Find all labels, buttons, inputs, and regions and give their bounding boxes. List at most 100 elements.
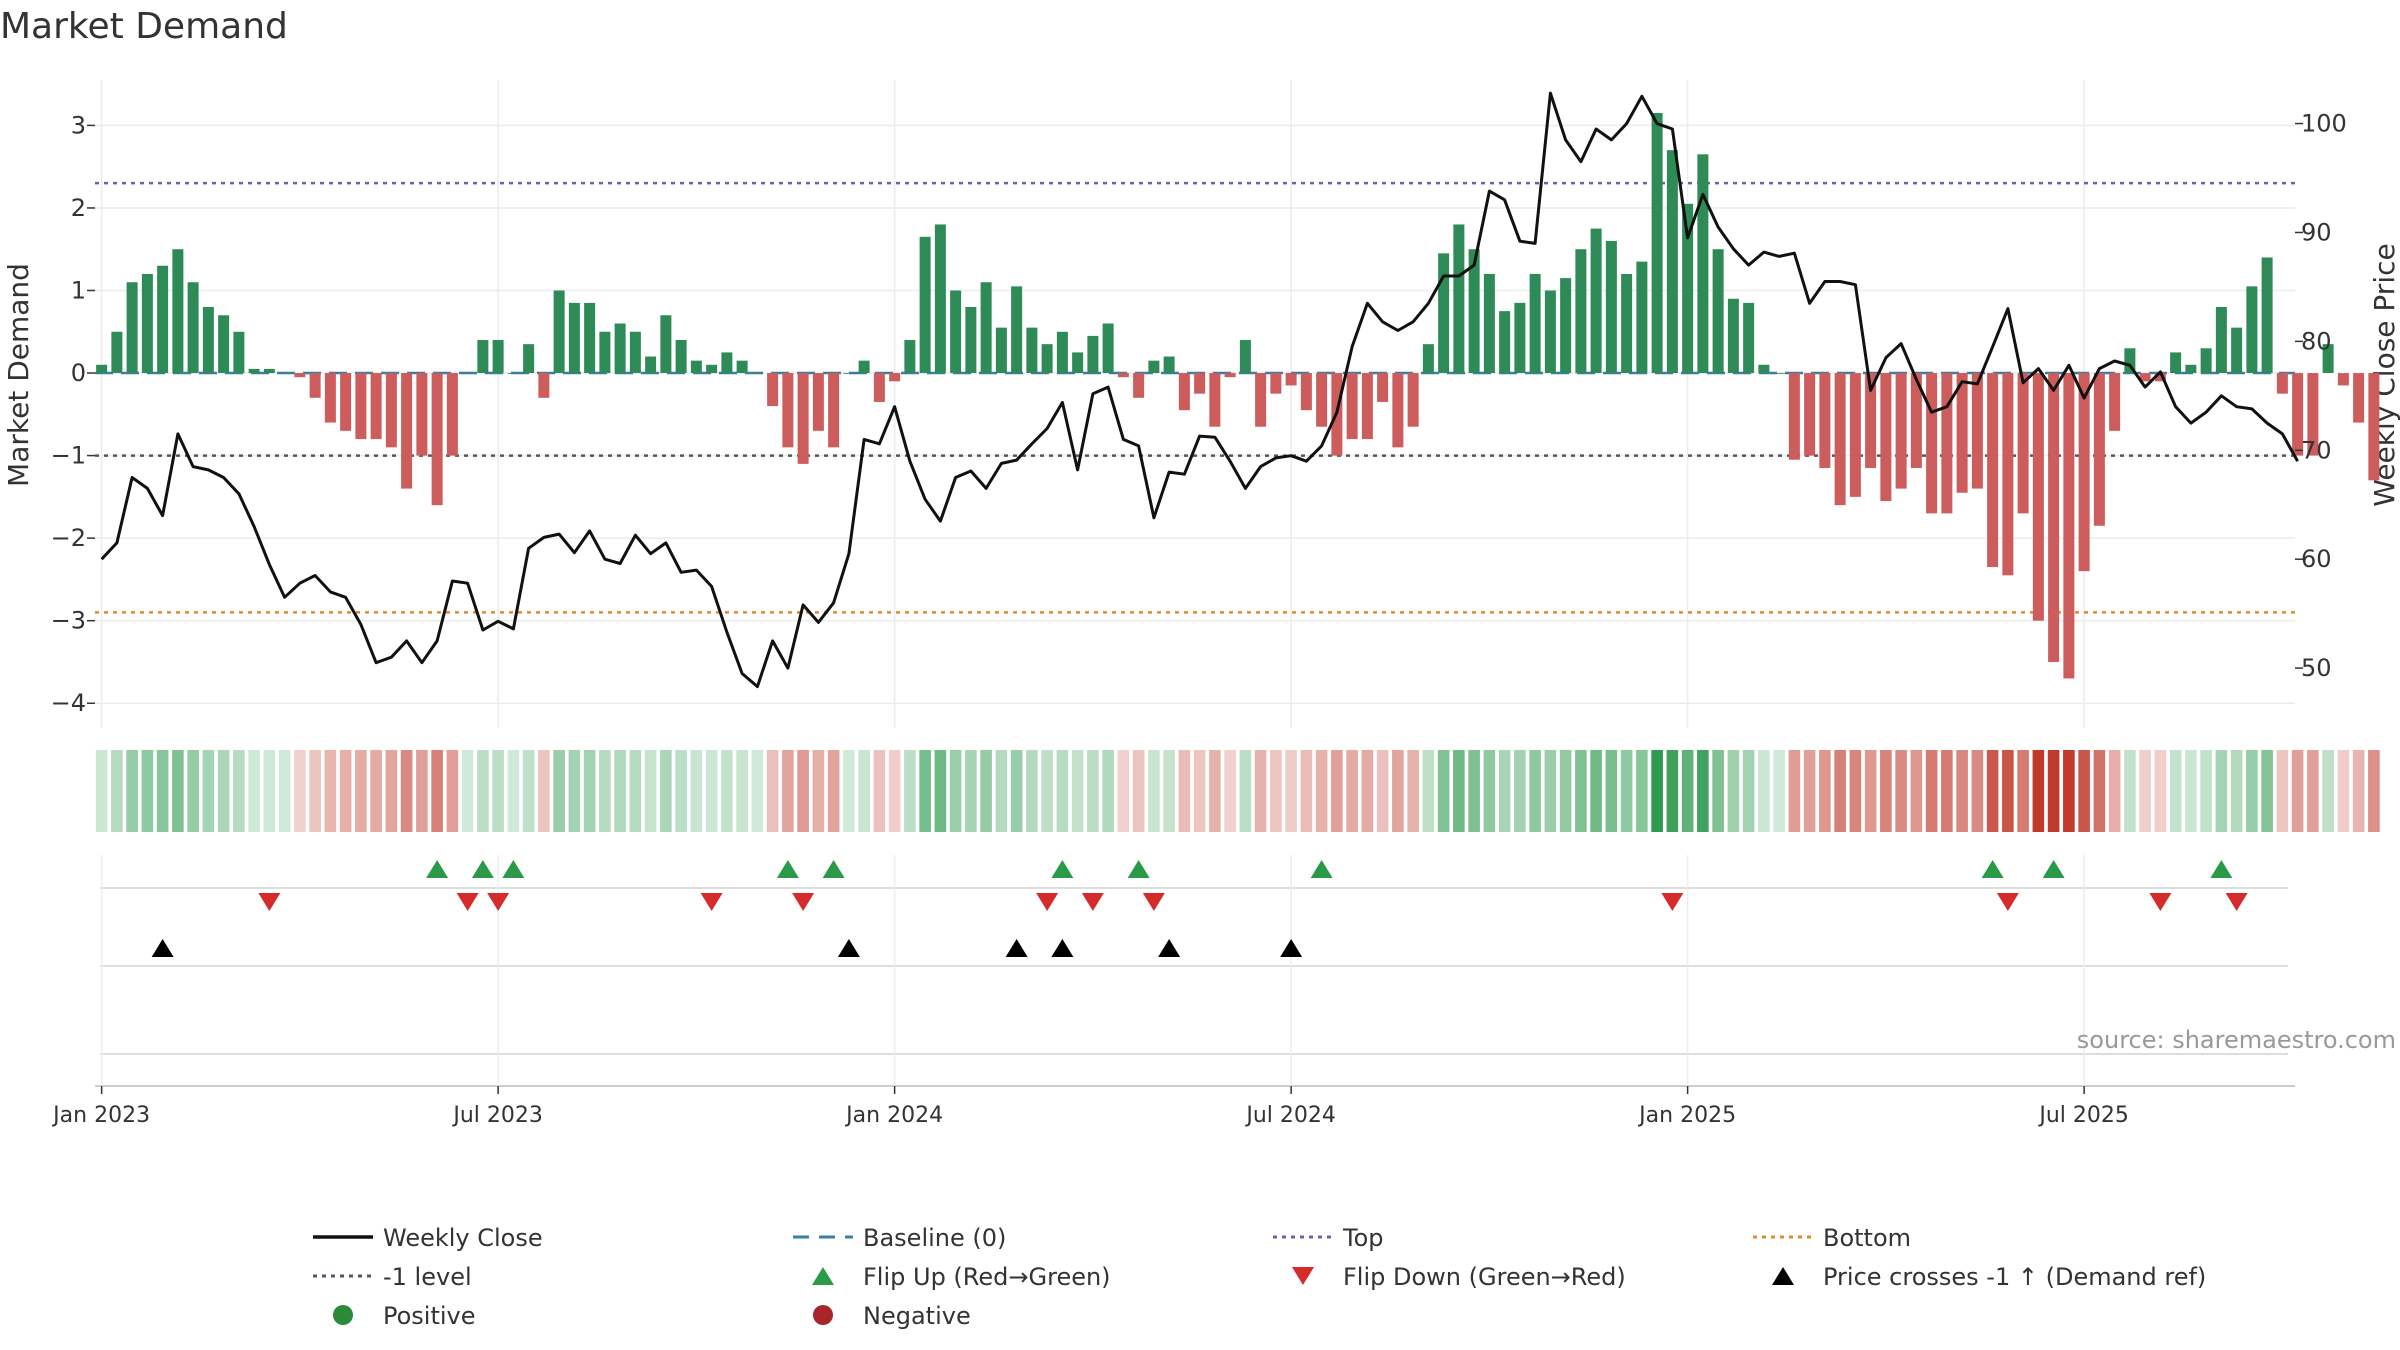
heat-cell-113 bbox=[1803, 750, 1816, 832]
heat-cell-79 bbox=[1285, 750, 1297, 832]
demand-bar-52 bbox=[873, 373, 885, 402]
heat-cell-18 bbox=[355, 750, 367, 832]
heat-cell-4 bbox=[141, 750, 154, 832]
legend-item-0: Weekly Close bbox=[313, 1224, 543, 1252]
heat-cell-111 bbox=[1773, 750, 1785, 832]
heat-cell-82 bbox=[1331, 750, 1343, 832]
heat-cell-92 bbox=[1483, 750, 1496, 832]
demand-bar-63 bbox=[1041, 344, 1053, 374]
cross-marker-3 bbox=[1051, 939, 1074, 957]
heat-cell-148 bbox=[2337, 750, 2350, 832]
demand-bar-114 bbox=[1819, 373, 1831, 468]
cross-marker-0 bbox=[151, 939, 174, 957]
demand-bar-137 bbox=[2170, 352, 2182, 374]
source-label: source: sharemaestro.com bbox=[2077, 1026, 2396, 1054]
heat-cell-57 bbox=[949, 750, 962, 832]
demand-bar-34 bbox=[599, 331, 611, 374]
demand-bar-4 bbox=[141, 273, 153, 374]
demand-bar-92 bbox=[1483, 273, 1495, 374]
heat-cell-25 bbox=[461, 750, 474, 832]
demand-bar-29 bbox=[523, 344, 535, 374]
flip-up-marker-6 bbox=[1127, 860, 1150, 878]
demand-bar-59 bbox=[980, 282, 992, 374]
heat-cell-150 bbox=[2368, 750, 2380, 832]
legend-label-5: Flip Up (Red→Green) bbox=[863, 1263, 1111, 1291]
left-axis-ticks: 3 2 1 0 −1 −2 −3 −4 bbox=[51, 111, 95, 717]
demand-bar-85 bbox=[1377, 373, 1389, 402]
demand-bar-112 bbox=[1788, 373, 1800, 460]
demand-bar-17 bbox=[340, 373, 352, 431]
flip-up-marker-9 bbox=[2042, 860, 2065, 878]
demand-bar-14 bbox=[294, 373, 306, 378]
demand-bar-3 bbox=[126, 282, 138, 374]
demand-bar-98 bbox=[1575, 249, 1587, 374]
demand-bar-139 bbox=[2200, 348, 2212, 374]
heat-cell-84 bbox=[1361, 750, 1374, 832]
demand-bar-65 bbox=[1072, 352, 1084, 374]
legend-item-6: Flip Down (Green→Red) bbox=[1292, 1263, 1626, 1291]
demand-bar-128 bbox=[2032, 373, 2044, 621]
heat-cell-39 bbox=[675, 750, 687, 832]
demand-bar-7 bbox=[187, 282, 199, 374]
heat-cell-128 bbox=[2032, 750, 2045, 832]
demand-bar-55 bbox=[919, 236, 931, 374]
demand-bar-66 bbox=[1087, 335, 1099, 374]
heat-cell-95 bbox=[1529, 750, 1541, 832]
heat-cell-41 bbox=[705, 750, 718, 832]
heat-cell-118 bbox=[1880, 750, 1892, 832]
heat-cell-64 bbox=[1056, 750, 1069, 832]
legend-label-2: Top bbox=[1342, 1224, 1384, 1252]
heat-cell-129 bbox=[2047, 750, 2060, 832]
heat-cell-56 bbox=[934, 750, 947, 832]
demand-bar-145 bbox=[2292, 373, 2304, 456]
heat-cell-43 bbox=[736, 750, 748, 832]
demand-bar-136 bbox=[2154, 373, 2166, 382]
heat-cell-108 bbox=[1727, 750, 1740, 832]
demand-bar-18 bbox=[355, 373, 367, 440]
heat-cell-140 bbox=[2215, 750, 2228, 832]
demand-bar-100 bbox=[1605, 240, 1617, 374]
demand-bar-42 bbox=[721, 352, 733, 374]
right-tick-label-3: 70 bbox=[2301, 436, 2332, 464]
heat-cell-136 bbox=[2154, 750, 2167, 832]
demand-bar-56 bbox=[934, 224, 946, 374]
heat-cell-138 bbox=[2185, 750, 2197, 832]
heat-cell-65 bbox=[1071, 750, 1084, 832]
demand-bar-38 bbox=[660, 315, 672, 374]
heat-cell-63 bbox=[1041, 750, 1053, 832]
x-tick-label-3: Jul 2024 bbox=[1244, 1103, 1336, 1128]
legend-item-8: Positive bbox=[333, 1302, 476, 1330]
heat-cell-49 bbox=[827, 750, 840, 832]
heat-cell-115 bbox=[1834, 750, 1846, 832]
demand-bar-45 bbox=[767, 373, 779, 407]
heat-cell-141 bbox=[2230, 750, 2243, 832]
heat-cell-144 bbox=[2276, 750, 2289, 832]
demand-bar-110 bbox=[1758, 364, 1770, 374]
event-panels bbox=[95, 855, 2295, 1087]
legend-swatch-8 bbox=[333, 1305, 353, 1325]
left-tick-label-0: 3 bbox=[71, 111, 86, 139]
demand-bar-33 bbox=[584, 302, 596, 374]
demand-bar-15 bbox=[309, 373, 321, 398]
heat-cell-125 bbox=[1986, 750, 1999, 832]
heat-cell-21 bbox=[400, 750, 413, 832]
legend-label-1: Baseline (0) bbox=[863, 1224, 1006, 1252]
demand-bar-25 bbox=[462, 373, 474, 374]
right-axis-ticks: 100 90 80 70 60 50 bbox=[2295, 110, 2347, 682]
demand-bar-79 bbox=[1285, 373, 1297, 386]
demand-bar-124 bbox=[1971, 373, 1983, 489]
heat-cell-93 bbox=[1498, 750, 1511, 832]
demand-bar-144 bbox=[2276, 373, 2288, 394]
heat-cell-7 bbox=[187, 750, 199, 832]
demand-bar-111 bbox=[1773, 373, 1785, 374]
demand-bar-84 bbox=[1361, 373, 1373, 440]
flip-up-marker-0 bbox=[426, 860, 449, 878]
heat-cell-71 bbox=[1163, 750, 1175, 832]
demand-bar-23 bbox=[431, 373, 443, 506]
heat-cell-52 bbox=[873, 750, 886, 832]
legend-swatch-6 bbox=[1292, 1267, 1314, 1285]
heat-cell-51 bbox=[858, 750, 870, 832]
heat-cell-149 bbox=[2352, 750, 2365, 832]
heat-cell-10 bbox=[233, 750, 245, 832]
demand-bar-118 bbox=[1880, 373, 1892, 501]
